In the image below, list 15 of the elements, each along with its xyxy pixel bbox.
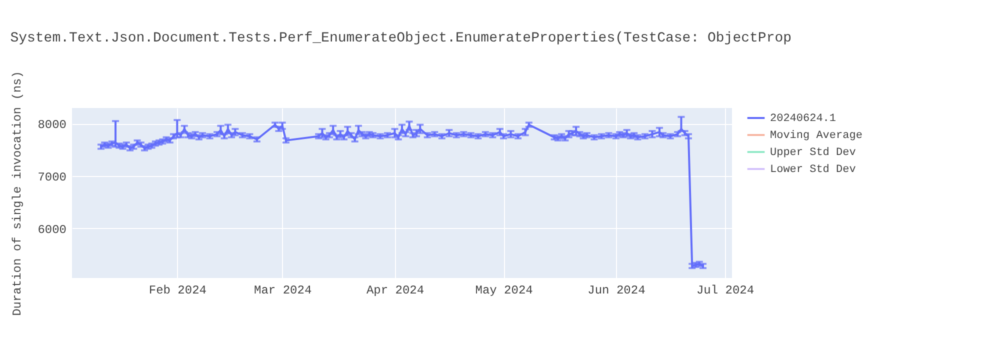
x-tick-label: Jul 2024: [696, 284, 754, 298]
x-tick-label: Apr 2024: [366, 284, 424, 298]
y-tick-label: 6000: [38, 222, 66, 237]
legend-label: Moving Average: [770, 130, 862, 142]
x-tick-label: Feb 2024: [148, 284, 206, 298]
x-tick-label: Mar 2024: [254, 284, 312, 298]
y-axis-title: Duration of single invocation (ns): [10, 71, 25, 316]
legend-label: 20240624.1: [770, 113, 836, 125]
y-tick-label: 8000: [38, 118, 66, 132]
x-tick-label: May 2024: [475, 284, 533, 298]
legend-label: Upper Std Dev: [770, 147, 856, 159]
legend-label: Lower Std Dev: [770, 164, 856, 176]
chart-title: System.Text.Json.Document.Tests.Perf_EnumerateObject.EnumerateProperties(TestCase: ObjectProp: [10, 30, 792, 47]
y-tick-label: 7000: [38, 170, 66, 184]
x-tick-label: Jun 2024: [588, 284, 646, 298]
